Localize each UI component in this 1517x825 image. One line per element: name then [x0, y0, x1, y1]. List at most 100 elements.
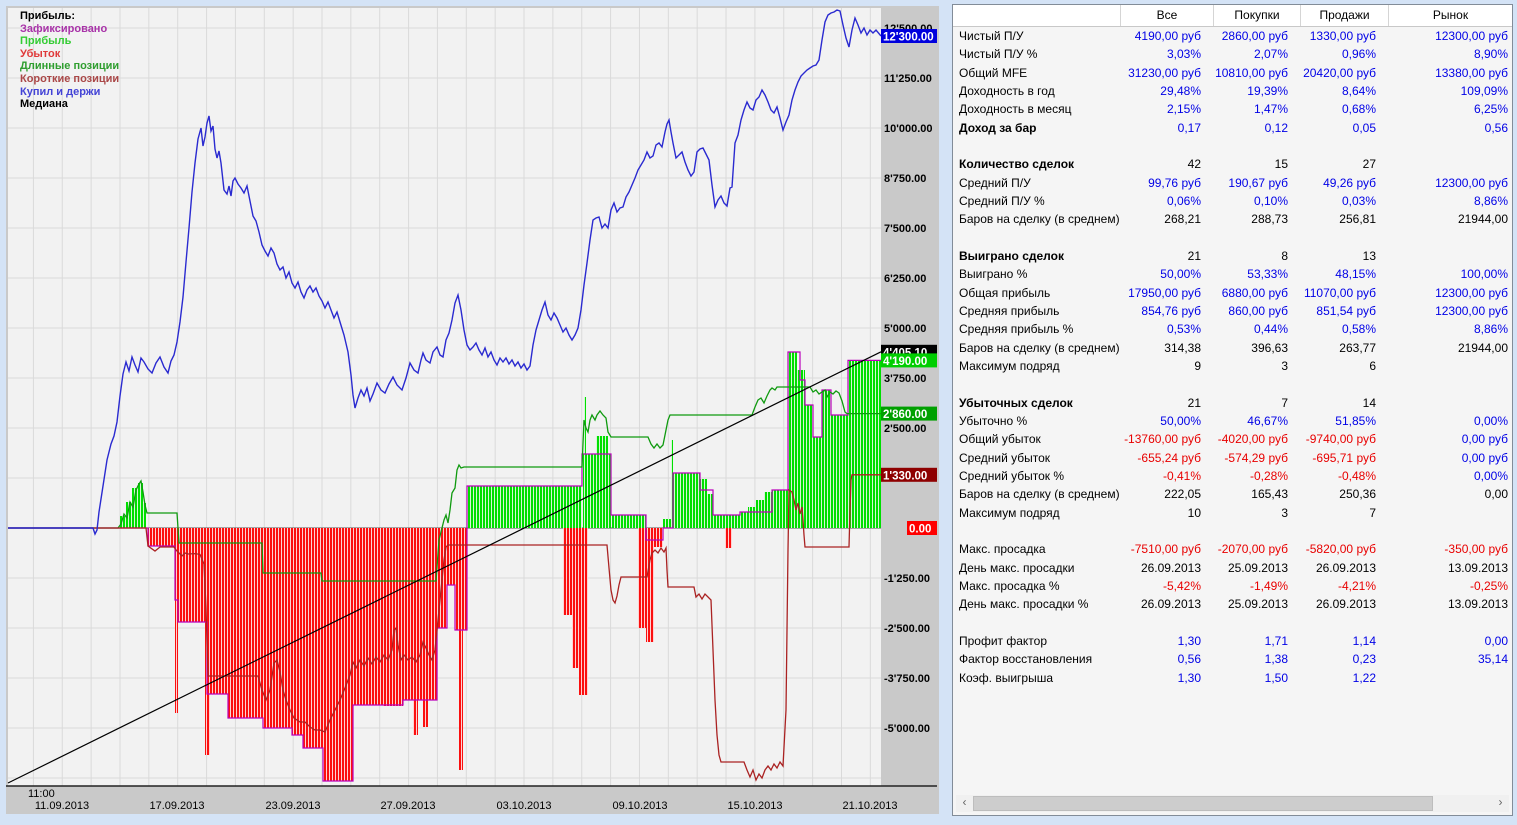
table-row[interactable]: Чистый П/У % 3,03% 2,07% 0,96% 8,90%: [953, 45, 1512, 63]
cell-value: 0,00 руб: [1461, 432, 1508, 447]
y-axis-tick-label: 6'250.00: [884, 273, 926, 285]
cell-value: -5,42%: [1162, 579, 1201, 593]
cell-value: 1,22: [1352, 670, 1376, 685]
cell-value: -2070,00 руб: [1217, 542, 1288, 557]
axis-value-box-label: 12'300.00: [883, 32, 934, 44]
cell-value: -5820,00 руб: [1305, 542, 1376, 557]
table-row[interactable]: Профит фактор 1,30 1,71 1,14 0,00: [953, 632, 1512, 650]
cell-value: 0,00%: [1473, 414, 1508, 429]
table-row[interactable]: Средний убыток -655,24 руб -574,29 руб -695…: [953, 449, 1512, 467]
table-row[interactable]: Макс. просадка -7510,00 руб -2070,00 руб -5…: [953, 540, 1512, 558]
table-row[interactable]: Чистый П/У 4190,00 руб 2860,00 руб 1330,00 …: [953, 27, 1512, 45]
cell-value: 8,64%: [1341, 84, 1376, 99]
column-header-sells[interactable]: Продажи: [1300, 5, 1388, 26]
cell-value: 190,67 руб: [1228, 175, 1288, 190]
table-row[interactable]: Общая прибыль 17950,00 руб 6880,00 руб 1107…: [953, 284, 1512, 302]
table-row[interactable]: Средняя прибыль % 0,53% 0,44% 0,58% 8,86%: [953, 320, 1512, 338]
series-profit-bars: [608, 454, 611, 528]
table-row-spacer: [953, 522, 1512, 540]
series-profit-bars: [468, 486, 582, 528]
table-row[interactable]: Общий убыток -13760,00 руб -4020,00 руб -97…: [953, 430, 1512, 448]
y-axis-tick-label: 11'250.00: [884, 73, 932, 85]
row-label: Убыточно %: [959, 414, 1028, 429]
table-row[interactable]: Фактор восстановления 0,56 1,38 0,23 35,14: [953, 650, 1512, 668]
horizontal-scrollbar[interactable]: ‹ ›: [956, 795, 1509, 812]
series-profit-bars: [848, 361, 881, 528]
series-profit-bars: [822, 390, 831, 528]
scrollbar-track[interactable]: [973, 795, 1492, 812]
table-row[interactable]: День макс. просадки % 26.09.2013 25.09.201…: [953, 595, 1512, 613]
legend-item-long: Длинные позиции: [20, 60, 120, 73]
x-axis-date-label: 15.10.2013: [727, 800, 782, 812]
table-row[interactable]: Выиграно % 50,00% 53,33% 48,15% 100,00%: [953, 265, 1512, 283]
row-label: Доходность в месяц: [959, 102, 1072, 117]
x-axis-date-label: 09.10.2013: [612, 800, 667, 812]
row-label: Баров на сделку (в среднем): [959, 487, 1120, 502]
row-label: Средний убыток %: [959, 469, 1065, 484]
table-row[interactable]: Баров на сделку (в среднем) 222,05 165,43 2…: [953, 485, 1512, 503]
table-row[interactable]: Средняя прибыль 854,76 руб 860,00 руб 851,5…: [953, 302, 1512, 320]
cell-value: 854,76 руб: [1141, 304, 1201, 319]
cell-value: 314,38: [1164, 340, 1201, 355]
row-label: Средний убыток: [959, 450, 1051, 465]
x-axis-date-label: 23.09.2013: [265, 800, 320, 812]
row-label: Средний П/У %: [959, 194, 1045, 209]
series-profit-bars: [805, 405, 813, 528]
series-loss-bars: [459, 528, 463, 770]
cell-value: -9740,00 руб: [1305, 432, 1376, 447]
table-row[interactable]: Доходность в год 29,48% 19,39% 8,64% 109,09%: [953, 82, 1512, 100]
series-loss-bars: [403, 528, 437, 700]
table-row[interactable]: Максимум подряд 10 3 7: [953, 504, 1512, 522]
cell-value: 8,86%: [1473, 322, 1508, 337]
cell-value: -1,49%: [1249, 579, 1288, 593]
series-profit-bars: [132, 488, 138, 528]
cell-value: 48,15%: [1335, 267, 1376, 282]
table-row[interactable]: Количество сделок 42 15 27: [953, 155, 1512, 173]
table-row-spacer: [953, 137, 1512, 155]
table-row[interactable]: Убыточных сделок 21 7 14: [953, 394, 1512, 412]
series-loss-bars: [413, 528, 418, 735]
series-loss-bars: [447, 528, 455, 585]
table-row[interactable]: Макс. просадка % -5,42% -1,49% -4,21% -0,25%: [953, 577, 1512, 595]
series-loss-bars: [228, 528, 263, 718]
table-row[interactable]: Доходность в месяц 2,15% 1,47% 0,68% 6,25%: [953, 100, 1512, 118]
cell-value: 12300,00 руб: [1435, 285, 1508, 300]
table-row[interactable]: Коэф. выигрыша 1,30 1,50 1,22: [953, 668, 1512, 686]
scrollbar-thumb[interactable]: [973, 796, 1433, 811]
cell-value: 13380,00 руб: [1435, 65, 1508, 80]
table-row[interactable]: Максимум подряд 9 3 6: [953, 357, 1512, 375]
table-row[interactable]: Общий MFE 31230,00 руб 10810,00 руб 20420,0…: [953, 64, 1512, 82]
table-row[interactable]: Доход за бар 0,17 0,12 0,05 0,56: [953, 119, 1512, 137]
table-row[interactable]: Выиграно сделок 21 8 13: [953, 247, 1512, 265]
cell-value: 1,38: [1264, 652, 1288, 667]
cell-value: 0,05: [1352, 120, 1376, 135]
table-row[interactable]: Убыточно % 50,00% 46,67% 51,85% 0,00%: [953, 412, 1512, 430]
table-row[interactable]: Средний П/У 99,76 руб 190,67 руб 49,26 руб 1…: [953, 174, 1512, 192]
cell-value: -695,71 руб: [1312, 450, 1376, 465]
table-row[interactable]: Баров на сделку (в среднем) 314,38 396,63 2…: [953, 339, 1512, 357]
row-label: Общий убыток: [959, 432, 1041, 447]
column-header-buys[interactable]: Покупки: [1213, 5, 1300, 26]
cell-value: 1330,00 руб: [1309, 29, 1376, 44]
cell-value: 13.09.2013: [1447, 597, 1508, 612]
axis-value-box-label: 0.00: [909, 524, 931, 536]
table-row[interactable]: День макс. просадки 26.09.2013 25.09.2013 2…: [953, 559, 1512, 577]
cell-value: 29,48%: [1160, 84, 1201, 99]
table-row[interactable]: Баров на сделку (в среднем) 268,21 288,73 2…: [953, 210, 1512, 228]
cell-value: 0,00: [1484, 487, 1508, 502]
cell-value: 26.09.2013: [1140, 597, 1201, 612]
cell-value: 25.09.2013: [1227, 560, 1288, 575]
cell-value: 46,67%: [1247, 414, 1288, 429]
table-row[interactable]: Средний убыток % -0,41% -0,28% -0,48% 0,00%: [953, 467, 1512, 485]
scroll-right-button[interactable]: ›: [1492, 795, 1509, 812]
cell-value: -13760,00 руб: [1124, 432, 1201, 447]
column-header-all[interactable]: Все: [1120, 5, 1213, 26]
table-row[interactable]: Средний П/У % 0,06% 0,10% 0,03% 8,86%: [953, 192, 1512, 210]
scroll-left-button[interactable]: ‹: [956, 795, 973, 812]
cell-value: 6,25%: [1473, 102, 1508, 117]
column-header-market[interactable]: Рынок: [1388, 5, 1512, 26]
x-axis-date-label: 17.09.2013: [149, 800, 204, 812]
legend-item-median: Медиана: [20, 98, 68, 111]
cell-value: 10810,00 руб: [1215, 65, 1288, 80]
